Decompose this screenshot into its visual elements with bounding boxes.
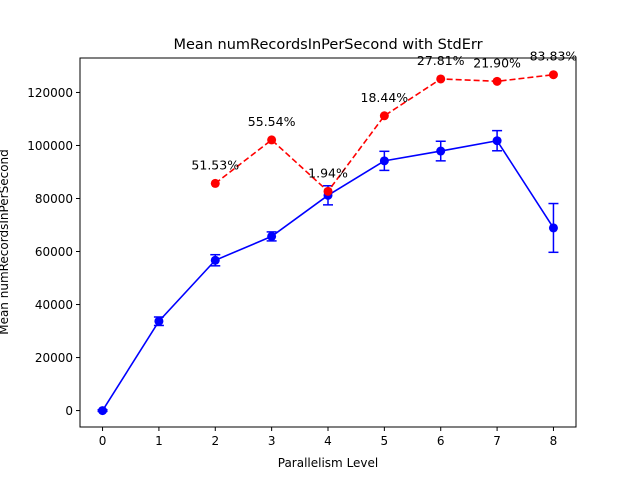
y-axis-label: Mean numRecordsInPerSecond — [0, 149, 11, 335]
plot-area: 51.53% 55.54% 1.94% 18.44% 27.81% 21.90% 83.83… — [97, 49, 577, 416]
data-point — [492, 76, 502, 86]
x-axis-label: Parallelism Level — [278, 456, 379, 470]
y-tick-label: 0 — [65, 404, 73, 418]
data-point — [154, 316, 164, 326]
x-tick-label: 6 — [437, 434, 445, 448]
data-point — [436, 74, 446, 84]
y-tick-label: 60000 — [35, 245, 73, 259]
data-label: 27.81% — [417, 53, 465, 68]
data-point — [210, 178, 220, 188]
data-point — [492, 136, 502, 146]
data-point — [548, 70, 558, 80]
data-point — [548, 223, 558, 233]
x-tick-label: 5 — [381, 434, 389, 448]
x-axis: 0 1 2 3 4 5 6 7 8 — [99, 427, 558, 448]
x-tick-label: 2 — [211, 434, 219, 448]
data-point — [267, 231, 277, 241]
data-point — [210, 255, 220, 265]
data-label: 55.54% — [248, 114, 296, 129]
data-label: 18.44% — [361, 90, 409, 105]
data-label: 1.94% — [308, 165, 348, 180]
data-label: 51.53% — [191, 157, 239, 172]
data-point — [436, 146, 446, 156]
x-tick-label: 8 — [550, 434, 558, 448]
data-point — [267, 135, 277, 145]
y-tick-label: 120000 — [27, 86, 73, 100]
y-tick-label: 40000 — [35, 298, 73, 312]
data-point — [323, 186, 333, 196]
data-label: 21.90% — [473, 55, 521, 70]
x-tick-label: 4 — [324, 434, 332, 448]
x-tick-label: 0 — [99, 434, 107, 448]
y-tick-label: 80000 — [35, 192, 73, 206]
y-axis: 0 20000 40000 60000 80000 100000 120000 — [27, 86, 80, 418]
data-point — [98, 406, 108, 416]
y-tick-label: 20000 — [35, 351, 73, 365]
data-label: 83.83% — [530, 49, 578, 64]
x-tick-label: 1 — [155, 434, 163, 448]
y-tick-label: 100000 — [27, 139, 73, 153]
x-tick-label: 3 — [268, 434, 276, 448]
chart-title: Mean numRecordsInPerSecond with StdErr — [173, 37, 482, 53]
x-tick-label: 7 — [493, 434, 501, 448]
data-point — [379, 111, 389, 121]
data-point — [379, 156, 389, 166]
series-dashed-red: 51.53% 55.54% 1.94% 18.44% 27.81% 21.90% 83.83… — [191, 49, 577, 196]
